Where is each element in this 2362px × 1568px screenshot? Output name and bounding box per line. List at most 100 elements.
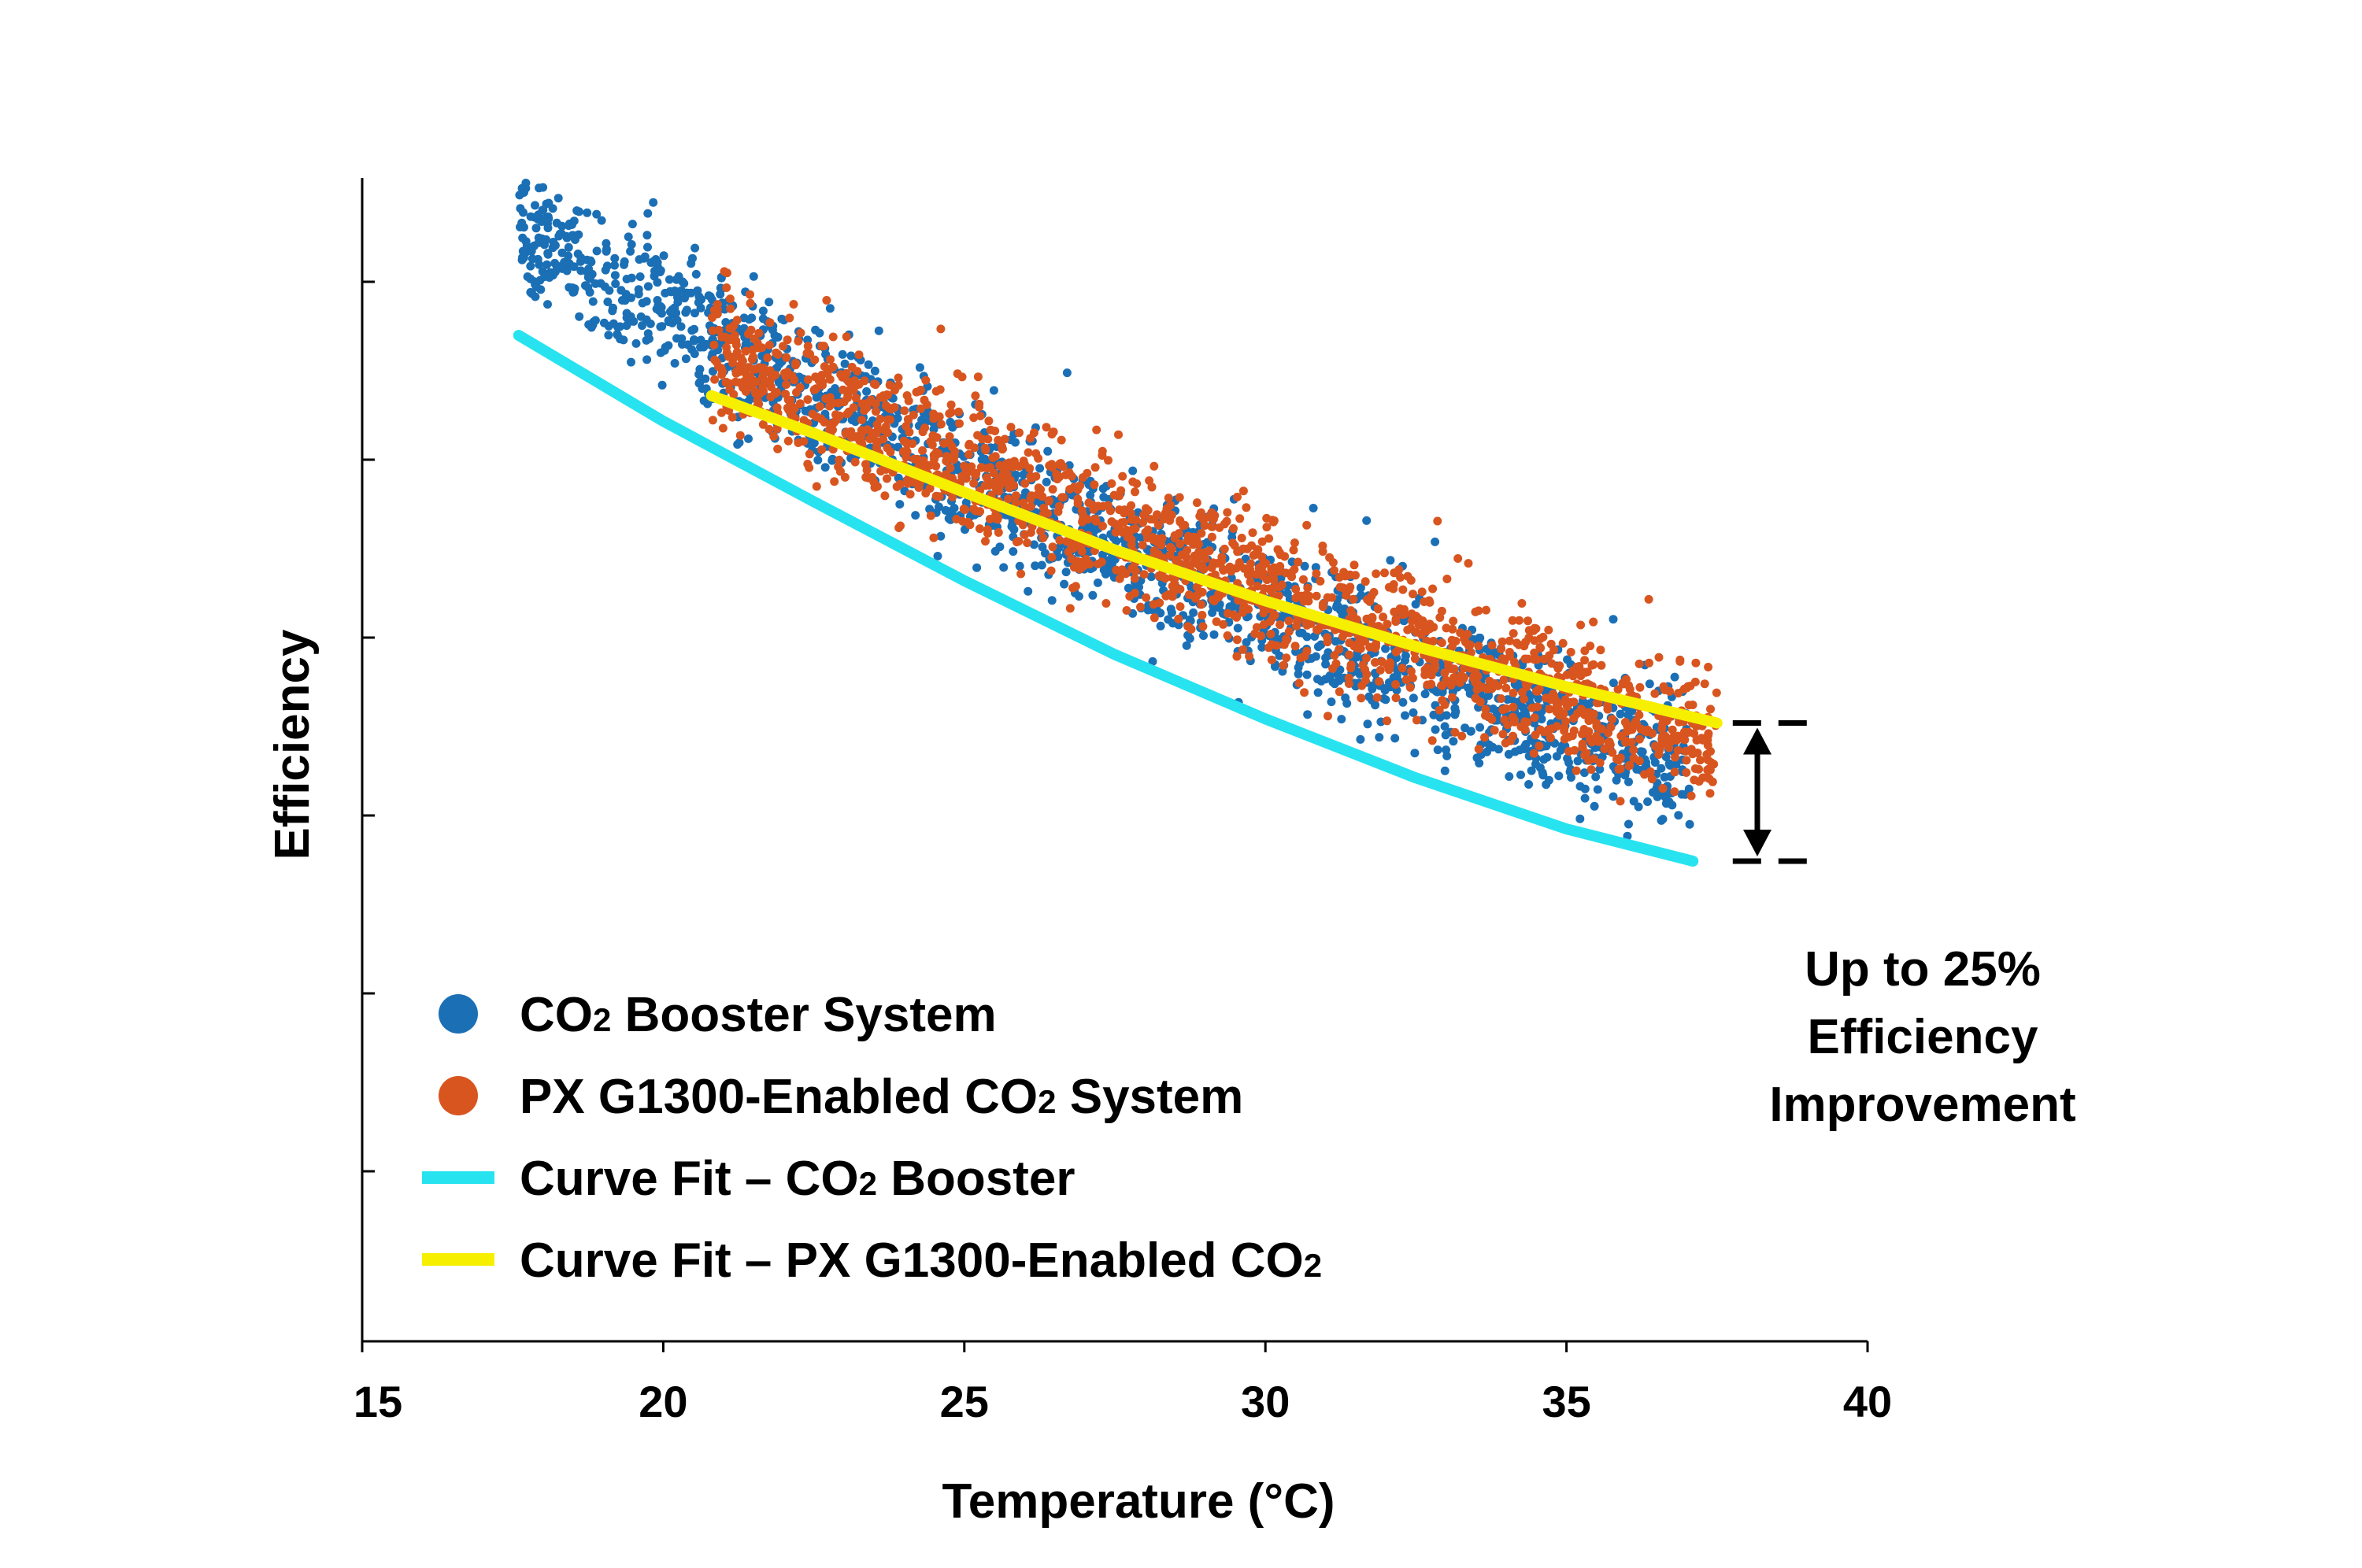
scatter-point (1604, 728, 1613, 738)
legend-marker-line (422, 1253, 494, 1266)
scatter-point (1284, 616, 1294, 626)
scatter-point (1035, 464, 1045, 473)
scatter-point (1341, 693, 1350, 702)
annotation-arrow-head-down (1743, 829, 1772, 856)
scatter-point (1696, 756, 1705, 765)
scatter-point (1584, 716, 1594, 725)
scatter-point (1219, 564, 1227, 574)
scatter-point (1274, 591, 1283, 601)
scatter-point (1517, 599, 1527, 608)
scatter-point (588, 297, 598, 306)
scatter-point (802, 349, 812, 358)
scatter-point (1062, 537, 1072, 546)
scatter-point (1104, 501, 1113, 510)
scatter-point (681, 354, 690, 364)
scatter-point (1098, 521, 1107, 531)
scatter-point (881, 401, 890, 410)
scatter-point (1653, 791, 1662, 800)
scatter-point (557, 221, 567, 231)
scatter-point (1107, 479, 1116, 488)
scatter-point (789, 300, 798, 309)
scatter-point (1192, 535, 1201, 545)
scatter-point (1396, 573, 1405, 582)
scatter-point (1031, 561, 1040, 571)
scatter-point (515, 190, 524, 200)
scatter-point (1650, 689, 1660, 698)
scatter-point (517, 183, 527, 193)
scatter-point (1047, 460, 1057, 469)
scatter-point (610, 253, 620, 263)
scatter-point (1471, 678, 1480, 687)
scatter-point (1246, 559, 1256, 568)
scatter-point (1654, 750, 1664, 759)
scatter-point (1691, 658, 1701, 668)
scatter-point (903, 415, 913, 424)
scatter-point (872, 437, 882, 446)
scatter-point (1232, 635, 1242, 645)
scatter-point (676, 286, 686, 295)
scatter-point (1475, 759, 1484, 767)
scatter-point (984, 481, 994, 490)
scatter-point (1312, 625, 1321, 634)
scatter-point (1165, 551, 1175, 560)
scatter-point (1390, 607, 1399, 616)
scatter-point (554, 231, 564, 241)
scatter-point (1658, 784, 1668, 793)
scatter-point (1484, 691, 1493, 701)
scatter-point (911, 511, 920, 520)
scatter-point (1563, 655, 1572, 664)
scatter-point (1449, 616, 1458, 626)
scatter-point (1007, 522, 1016, 531)
scatter-point (980, 443, 990, 453)
scatter-point (1024, 586, 1033, 596)
scatter-point (627, 357, 635, 367)
scatter-point (805, 449, 814, 459)
scatter-point (1512, 638, 1521, 648)
scatter-point (1450, 727, 1460, 737)
scatter-point (667, 287, 676, 297)
scatter-point (1523, 616, 1532, 626)
scatter-point (1635, 659, 1644, 668)
scatter-point (527, 246, 536, 256)
scatter-point (1682, 756, 1691, 765)
scatter-point (1580, 793, 1590, 803)
scatter-point (1442, 575, 1452, 583)
scatter-point (936, 420, 946, 429)
scatter-point (1440, 722, 1449, 731)
curve-fit-lines (513, 330, 1723, 867)
scatter-point (638, 298, 647, 308)
scatter-point (1139, 570, 1149, 579)
scatter-point (583, 208, 592, 217)
scatter-point (1122, 526, 1131, 535)
scatter-point (1437, 638, 1446, 648)
scatter-point (642, 231, 652, 240)
scatter-point (1189, 558, 1198, 568)
scatter-point (1590, 801, 1599, 811)
scatter-point (812, 482, 821, 491)
scatter-point (1475, 633, 1485, 642)
scatter-point (1545, 704, 1554, 714)
scatter-point (1609, 615, 1618, 624)
scatter-point (786, 396, 795, 405)
scatter-point (1294, 669, 1303, 679)
scatter-point (665, 275, 674, 284)
scatter-point (1210, 511, 1220, 520)
scatter-point (568, 283, 577, 293)
scatter-point (1660, 731, 1670, 741)
scatter-point (835, 455, 844, 464)
scatter-point (1287, 572, 1296, 582)
scatter-point (994, 528, 1003, 537)
scatter-point (1405, 682, 1415, 692)
scatter-point (825, 401, 835, 411)
scatter-point (634, 285, 643, 294)
scatter-point (964, 449, 974, 459)
scatter-point (1309, 504, 1318, 512)
scatter-point (1410, 654, 1420, 664)
scatter-point (725, 294, 735, 304)
scatter-point (1233, 492, 1242, 501)
scatter-point (920, 395, 929, 405)
scatter-point (1036, 527, 1046, 536)
scatter-point (1026, 502, 1035, 511)
scatter-point (839, 398, 849, 406)
scatter-point (765, 377, 775, 386)
